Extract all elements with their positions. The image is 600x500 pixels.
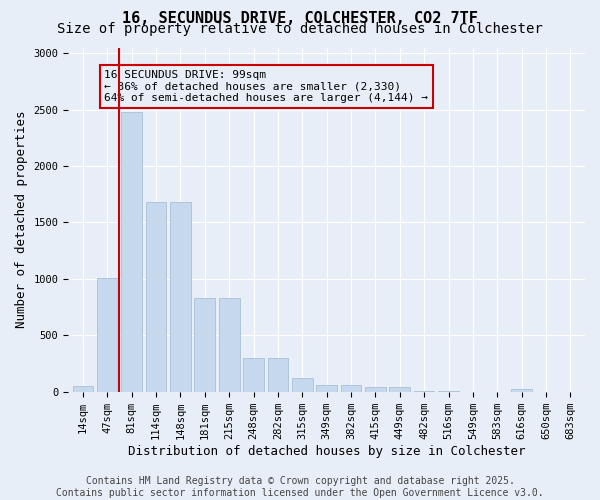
Bar: [73, 386, 93, 392]
Bar: [219, 298, 239, 392]
Bar: [243, 358, 264, 392]
X-axis label: Distribution of detached houses by size in Colchester: Distribution of detached houses by size …: [128, 444, 526, 458]
Y-axis label: Number of detached properties: Number of detached properties: [15, 111, 28, 328]
Bar: [97, 278, 118, 392]
Bar: [146, 202, 166, 392]
Bar: [292, 378, 313, 392]
Text: 16 SECUNDUS DRIVE: 99sqm
← 36% of detached houses are smaller (2,330)
64% of sem: 16 SECUNDUS DRIVE: 99sqm ← 36% of detach…: [104, 70, 428, 103]
Bar: [170, 202, 191, 392]
Bar: [365, 387, 386, 392]
Text: Contains HM Land Registry data © Crown copyright and database right 2025.
Contai: Contains HM Land Registry data © Crown c…: [56, 476, 544, 498]
Bar: [511, 390, 532, 392]
Bar: [389, 387, 410, 392]
Bar: [414, 390, 434, 392]
Bar: [268, 358, 288, 392]
Text: Size of property relative to detached houses in Colchester: Size of property relative to detached ho…: [57, 22, 543, 36]
Bar: [316, 385, 337, 392]
Bar: [341, 385, 361, 392]
Bar: [438, 390, 459, 392]
Bar: [194, 298, 215, 392]
Bar: [121, 112, 142, 392]
Text: 16, SECUNDUS DRIVE, COLCHESTER, CO2 7TF: 16, SECUNDUS DRIVE, COLCHESTER, CO2 7TF: [122, 11, 478, 26]
